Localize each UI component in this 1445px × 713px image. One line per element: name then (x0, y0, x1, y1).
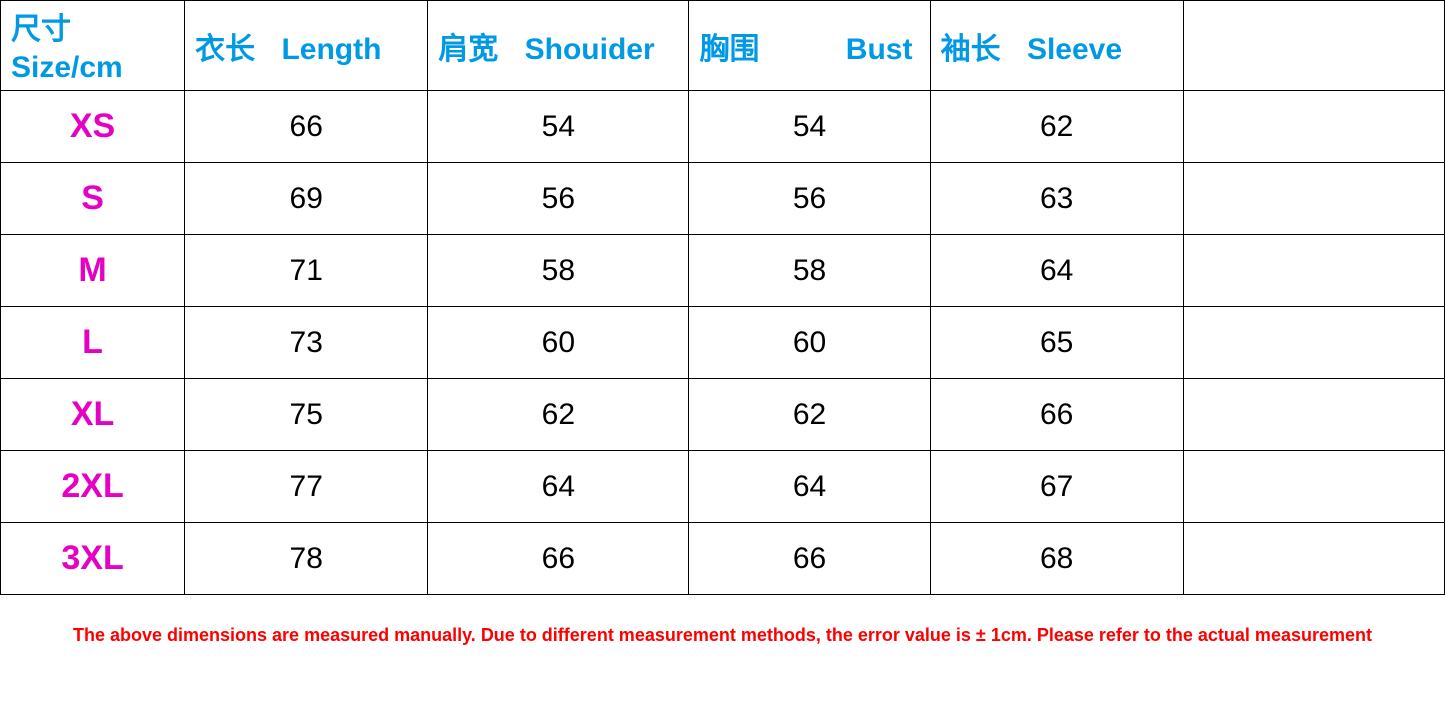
sleeve-cell: 65 (930, 307, 1183, 379)
size-cell: M (1, 235, 185, 307)
table-row: 3XL 78 66 66 68 (1, 523, 1445, 595)
shoulder-cell: 62 (428, 379, 689, 451)
length-cell: 77 (185, 451, 428, 523)
size-cell: XL (1, 379, 185, 451)
table-row: M 71 58 58 64 (1, 235, 1445, 307)
shoulder-cell: 58 (428, 235, 689, 307)
empty-cell (1183, 235, 1444, 307)
size-chart-table: 尺寸 Size/cm 衣长 Length 肩宽 Shouider 胸围 Bust… (0, 0, 1445, 595)
sleeve-cell: 62 (930, 91, 1183, 163)
sleeve-cell: 68 (930, 523, 1183, 595)
header-size-cn: 尺寸 (11, 11, 184, 49)
header-empty (1183, 1, 1444, 91)
sleeve-cell: 66 (930, 379, 1183, 451)
header-length: 衣长 Length (185, 1, 428, 91)
size-cell: XS (1, 91, 185, 163)
sleeve-cell: 64 (930, 235, 1183, 307)
table-row: S 69 56 56 63 (1, 163, 1445, 235)
header-row: 尺寸 Size/cm 衣长 Length 肩宽 Shouider 胸围 Bust… (1, 1, 1445, 91)
length-cell: 71 (185, 235, 428, 307)
bust-cell: 58 (689, 235, 930, 307)
table-row: L 73 60 60 65 (1, 307, 1445, 379)
shoulder-cell: 60 (428, 307, 689, 379)
empty-cell (1183, 523, 1444, 595)
size-cell: L (1, 307, 185, 379)
table-row: XL 75 62 62 66 (1, 379, 1445, 451)
shoulder-cell: 64 (428, 451, 689, 523)
header-size: 尺寸 Size/cm (1, 1, 185, 91)
header-length-en: Length (281, 33, 381, 67)
empty-cell (1183, 91, 1444, 163)
sleeve-cell: 67 (930, 451, 1183, 523)
size-cell: S (1, 163, 185, 235)
header-shoulder: 肩宽 Shouider (428, 1, 689, 91)
header-sleeve: 袖长 Sleeve (930, 1, 1183, 91)
length-cell: 78 (185, 523, 428, 595)
size-cell: 2XL (1, 451, 185, 523)
header-bust-cn: 胸围 (699, 24, 759, 68)
empty-cell (1183, 163, 1444, 235)
length-cell: 66 (185, 91, 428, 163)
header-shoulder-en: Shouider (525, 33, 655, 67)
table-row: XS 66 54 54 62 (1, 91, 1445, 163)
bust-cell: 60 (689, 307, 930, 379)
empty-cell (1183, 379, 1444, 451)
header-bust: 胸围 Bust (689, 1, 930, 91)
bust-cell: 66 (689, 523, 930, 595)
empty-cell (1183, 307, 1444, 379)
header-shoulder-cn: 肩宽 (438, 24, 498, 68)
header-sleeve-en: Sleeve (1027, 33, 1122, 67)
length-cell: 69 (185, 163, 428, 235)
header-size-en: Size/cm (11, 49, 184, 87)
bust-cell: 56 (689, 163, 930, 235)
length-cell: 75 (185, 379, 428, 451)
shoulder-cell: 54 (428, 91, 689, 163)
shoulder-cell: 56 (428, 163, 689, 235)
bust-cell: 64 (689, 451, 930, 523)
shoulder-cell: 66 (428, 523, 689, 595)
length-cell: 73 (185, 307, 428, 379)
size-cell: 3XL (1, 523, 185, 595)
header-sleeve-cn: 袖长 (941, 24, 1001, 68)
bust-cell: 62 (689, 379, 930, 451)
empty-cell (1183, 451, 1444, 523)
sleeve-cell: 63 (930, 163, 1183, 235)
header-length-cn: 衣长 (195, 24, 255, 68)
table-row: 2XL 77 64 64 67 (1, 451, 1445, 523)
header-bust-en: Bust (846, 33, 913, 67)
bust-cell: 54 (689, 91, 930, 163)
footnote-text: The above dimensions are measured manual… (0, 595, 1445, 656)
